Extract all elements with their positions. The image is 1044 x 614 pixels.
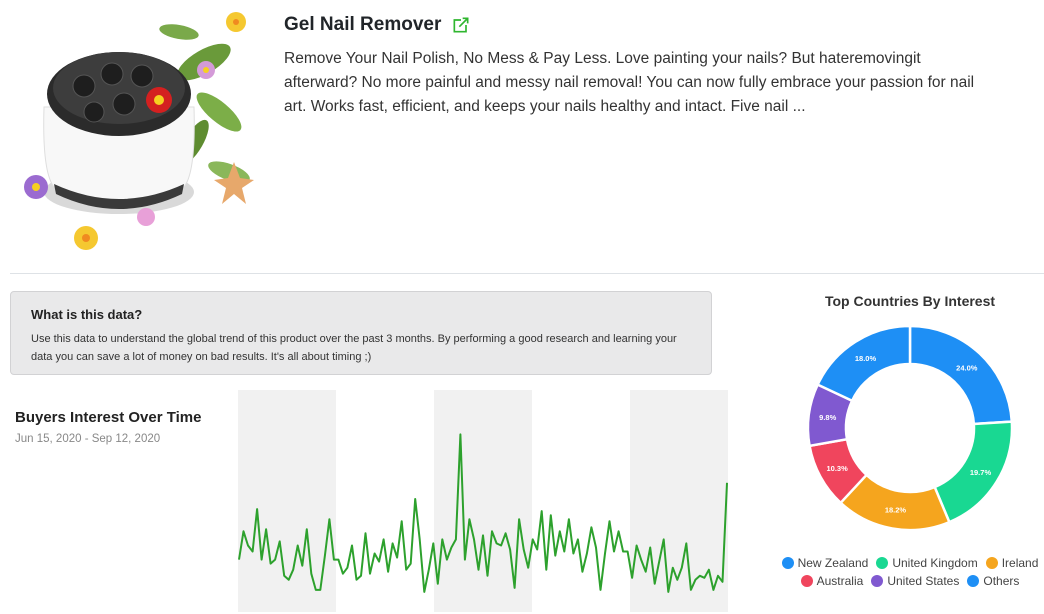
interest-date-range: Jun 15, 2020 - Sep 12, 2020 <box>15 433 161 445</box>
legend-label: Australia <box>816 574 864 588</box>
info-heading: What is this data? <box>31 307 143 322</box>
chart-background-band <box>434 390 532 612</box>
info-body: Use this data to understand the global t… <box>31 333 677 363</box>
legend-label: United States <box>887 574 960 588</box>
interest-title: Buyers Interest Over Time <box>15 409 202 426</box>
interest-line-chart <box>238 390 728 612</box>
legend-dot-icon <box>967 575 980 587</box>
legend-dot-icon <box>876 557 889 569</box>
legend-item-united-states[interactable]: United States <box>871 574 959 588</box>
legend-label: United Kingdom <box>892 556 978 570</box>
donut-slice-new-zealand[interactable] <box>908 324 1014 426</box>
legend-item-australia[interactable]: Australia <box>800 574 864 588</box>
legend-dot-icon <box>800 575 813 587</box>
donut-slice-others[interactable] <box>816 324 912 403</box>
product-title-text: Gel Nail Remover <box>284 14 442 35</box>
chart-background-band <box>630 390 728 612</box>
donut-slice-label: 24.0% <box>956 363 978 372</box>
legend-item-others[interactable]: Others <box>967 574 1019 588</box>
legend-dot-icon <box>985 557 998 569</box>
legend-row: Australia United States Others <box>776 574 1044 588</box>
flower-purple <box>24 175 48 199</box>
donut-slice-label: 19.7% <box>970 468 992 477</box>
info-box: What is this data? Use this data to unde… <box>10 291 712 375</box>
flower-top-yellow <box>226 12 246 32</box>
legend-item-ireland[interactable]: Ireland <box>985 556 1039 570</box>
legend-dot-icon <box>871 575 884 587</box>
section-divider <box>10 273 1044 274</box>
chart-background-band <box>238 390 336 612</box>
product-image <box>14 12 254 252</box>
countries-chart-title: Top Countries By Interest <box>824 293 996 309</box>
donut-slice-label: 18.0% <box>855 354 877 363</box>
external-link-icon[interactable] <box>451 15 471 35</box>
legend-label: New Zealand <box>797 556 869 570</box>
legend-item-united-kingdom[interactable]: United Kingdom <box>876 556 978 570</box>
countries-legend: New Zealand United Kingdom Ireland Australi… <box>776 556 1044 592</box>
interest-series-line <box>238 433 728 593</box>
flower-pink <box>137 61 215 226</box>
legend-dot-icon <box>781 557 794 569</box>
donut-slice-label: 9.8% <box>819 413 836 422</box>
legend-label: Others <box>983 574 1020 588</box>
legend-row: New Zealand United Kingdom Ireland <box>776 556 1044 570</box>
countries-donut-chart: 24.0% 19.7% 18.2% 10.3% 9.8% 18.0% <box>806 324 1014 532</box>
product-description: Remove Your Nail Polish, No Mess & Pay L… <box>284 50 975 115</box>
legend-item-new-zealand[interactable]: New Zealand <box>781 556 869 570</box>
donut-slice-label: 18.2% <box>885 506 907 515</box>
flower-red <box>146 87 172 113</box>
product-title: Gel Nail Remover <box>284 14 471 36</box>
flower-yellow <box>74 226 98 250</box>
donut-slice-label: 10.3% <box>827 464 849 473</box>
legend-label: Ireland <box>1001 556 1039 570</box>
